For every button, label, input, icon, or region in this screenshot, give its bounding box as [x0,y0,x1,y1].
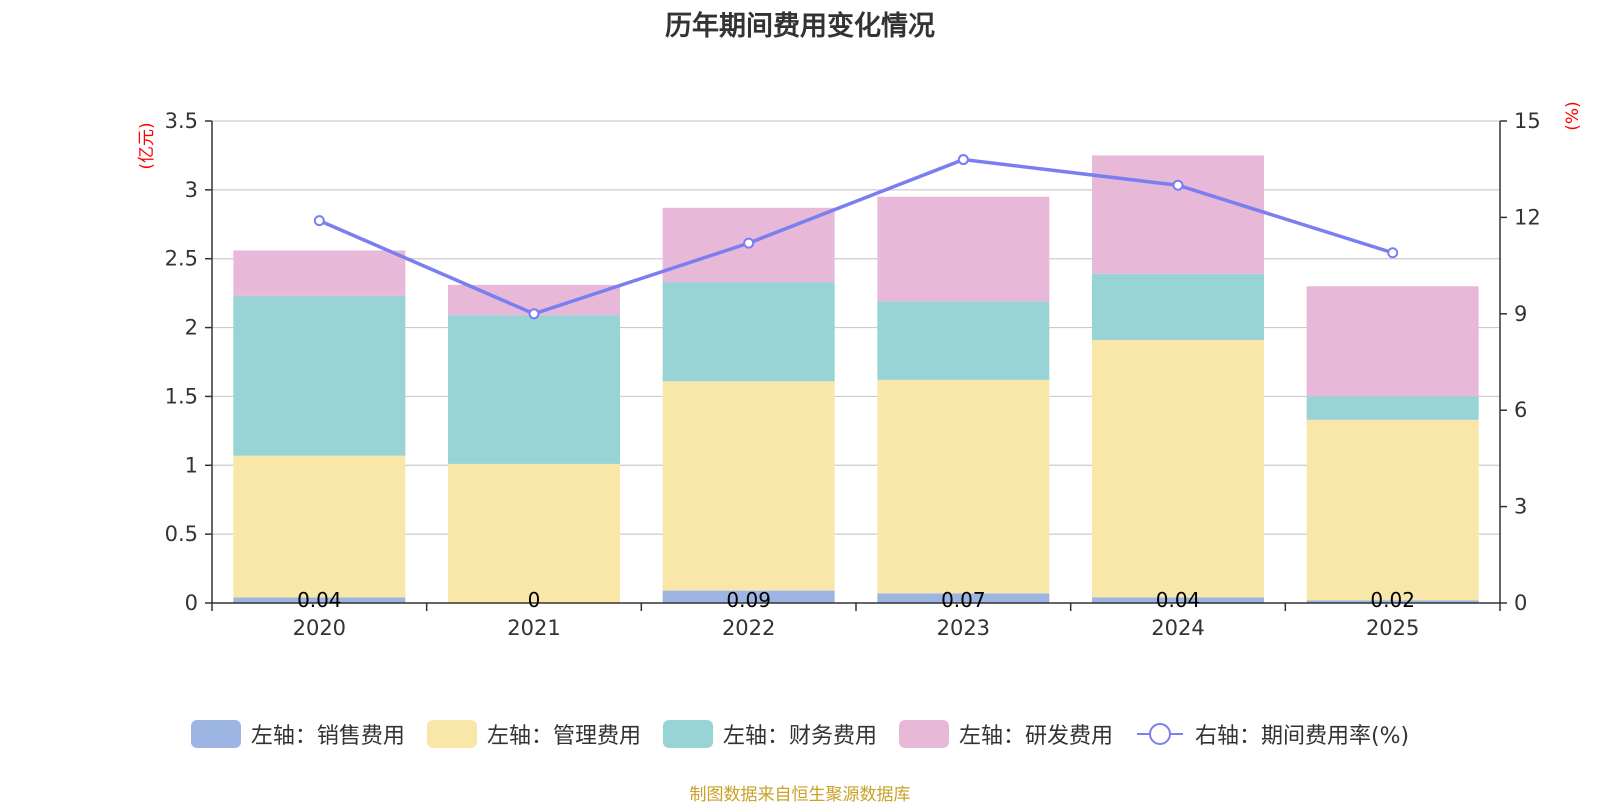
x-axis-label-2021: 2021 [507,616,560,640]
bar-2023-series-1 [877,379,1050,594]
legend-item-rate-line[interactable]: 右轴：期间费用率(%) [1135,718,1409,750]
right-axis-tick-label: 12 [1514,205,1541,229]
bar-series [233,155,1479,603]
left-axis-unit: (亿元) [137,122,157,169]
rate-point-2023 [957,154,969,166]
rate-point-2025 [1387,247,1399,259]
rate-point-2021 [528,308,540,320]
left-axis-tick-label: 0.5 [165,522,198,546]
rate-point-2024 [1172,179,1184,191]
bar-2024-series-0 [1092,597,1264,603]
legend-label: 左轴：管理费用 [486,724,641,749]
bar-2020-series-0 [233,597,406,603]
right-axis-tick-label: 3 [1514,495,1527,519]
chart-title: 历年期间费用变化情况 [665,11,935,42]
left-axis-tick-label: 0 [185,591,198,615]
source-note: 制图数据来自恒生聚源数据库 [689,785,911,805]
data-label-sales-2025: 0.02 [1370,588,1415,612]
data-label-sales-2024: 0.04 [1156,588,1201,612]
data-label-sales-2022: 0.09 [726,588,771,612]
rate-point-2020 [313,215,325,227]
left-axis-tick-label: 3.5 [165,109,198,133]
right-axis-tick-label: 6 [1514,398,1527,422]
x-axis-label-2022: 2022 [722,616,775,640]
right-axis-tick-label: 0 [1514,591,1527,615]
bar-2025-series-1 [1306,419,1479,601]
bar-2020-series-2 [233,295,406,456]
bar-2023-series-3 [877,196,1050,302]
legend-line-marker [1148,723,1171,745]
left-axis-tick-label: 3 [185,178,198,202]
line-marker-icon [1136,723,1183,745]
x-axis-label-2023: 2023 [937,616,990,640]
bar-2020-series-1 [233,455,406,598]
grid-lines [212,120,1500,535]
legend-item-series-0[interactable]: 左轴：销售费用 [190,718,405,750]
legend-label: 左轴：销售费用 [250,724,405,749]
bar-2024-series-3 [1092,155,1264,274]
left-axis-tick-label: 1.5 [165,384,198,408]
bar-2022-series-2 [662,282,835,382]
legend-label: 左轴：研发费用 [958,724,1113,749]
bar-2021-series-2 [448,315,620,464]
bar-2025-series-3 [1306,286,1479,397]
bar-2022-series-1 [662,381,835,591]
bar-2023-series-0 [877,593,1050,603]
legend-swatch [662,720,713,748]
bar-2025-series-0 [1306,600,1479,603]
rate-point-2022 [743,237,755,249]
bar-2024-series-2 [1092,273,1264,340]
data-labels: 0.04 0 0.09 0.07 0.04 0.02 [297,588,1415,612]
right-axis-tick-label: 9 [1514,302,1527,326]
legend: 左轴：销售费用 左轴：管理费用 左轴：财务费用 左轴：研发费用 右轴：期间费用率(%) [0,718,1600,750]
bar-2020-series-3 [233,250,406,296]
right-axis-unit: (%) [1563,101,1583,130]
bar-2021-series-1 [448,463,620,603]
legend-label: 左轴：财务费用 [722,724,877,749]
legend-item-series-1[interactable]: 左轴：管理费用 [426,718,641,750]
legend-item-series-3[interactable]: 左轴：研发费用 [898,718,1113,750]
data-label-sales-2020: 0.04 [297,588,342,612]
x-axis-label-2025: 2025 [1366,616,1419,640]
bar-2024-series-1 [1092,339,1264,598]
line-series [313,154,1399,320]
x-axis-label-2020: 2020 [293,616,346,640]
x-axis-label-2024: 2024 [1151,616,1204,640]
left-axis-tick-label: 2.5 [165,247,198,271]
legend-label: 右轴：期间费用率(%) [1194,724,1410,749]
legend-item-series-2[interactable]: 左轴：财务费用 [662,718,877,750]
legend-swatch [190,720,241,748]
bar-2025-series-2 [1306,396,1479,420]
axes: 0 0.5 1 1.5 2 2.5 3 3.5 0 3 6 9 12 15 2020 2021 2022 2023… [137,101,1583,640]
left-axis-tick-label: 1 [185,453,198,477]
data-label-sales-2023: 0.07 [941,588,986,612]
legend-swatch [898,720,949,748]
bar-2023-series-2 [877,301,1050,380]
rate-line [318,157,1394,316]
right-axis-tick-label: 15 [1514,109,1541,133]
bar-2022-series-0 [662,590,835,603]
legend-swatch [426,720,477,748]
left-axis-tick-label: 2 [185,316,198,340]
data-label-sales-2021: 0 [528,588,541,612]
